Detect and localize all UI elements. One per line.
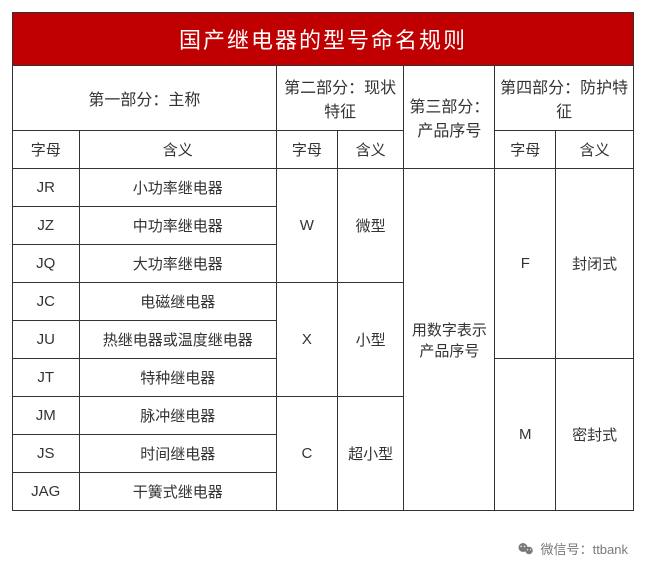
section4-col-letter: 字母: [495, 131, 556, 169]
part1-letter: JS: [13, 435, 80, 473]
section1-col-meaning: 含义: [79, 131, 276, 169]
part3-content: 用数字表示产品序号: [404, 169, 495, 511]
section2-col-letter: 字母: [276, 131, 337, 169]
part1-letter: JM: [13, 397, 80, 435]
section4-header: 第四部分：防护特征: [495, 66, 634, 131]
part2-letter: C: [276, 397, 337, 511]
footer-watermark: 微信号：ttbank: [517, 539, 628, 558]
section1-header: 第一部分：主称: [13, 66, 277, 131]
part2-letter: W: [276, 169, 337, 283]
part1-letter: JZ: [13, 207, 80, 245]
relay-naming-table: 国产继电器的型号命名规则第一部分：主称第二部分：现状特征第三部分：产品序号第四部…: [12, 12, 634, 511]
section4-col-meaning: 含义: [556, 131, 634, 169]
part1-letter: JC: [13, 283, 80, 321]
part4-meaning: 封闭式: [556, 169, 634, 359]
part1-meaning: 干簧式继电器: [79, 473, 276, 511]
section1-col-letter: 字母: [13, 131, 80, 169]
part1-letter: JR: [13, 169, 80, 207]
part1-meaning: 大功率继电器: [79, 245, 276, 283]
table-title: 国产继电器的型号命名规则: [13, 13, 634, 66]
part2-meaning: 超小型: [337, 397, 404, 511]
part4-letter: F: [495, 169, 556, 359]
part1-letter: JT: [13, 359, 80, 397]
section2-col-meaning: 含义: [337, 131, 404, 169]
part1-meaning: 小功率继电器: [79, 169, 276, 207]
footer-label: 微信号：ttbank: [541, 539, 628, 558]
part2-meaning: 小型: [337, 283, 404, 397]
part1-meaning: 脉冲继电器: [79, 397, 276, 435]
part1-meaning: 中功率继电器: [79, 207, 276, 245]
part4-meaning: 密封式: [556, 359, 634, 511]
part2-meaning: 微型: [337, 169, 404, 283]
part1-letter: JQ: [13, 245, 80, 283]
part1-letter: JAG: [13, 473, 80, 511]
part1-meaning: 热继电器或温度继电器: [79, 321, 276, 359]
part4-letter: M: [495, 359, 556, 511]
part2-letter: X: [276, 283, 337, 397]
wechat-icon: [517, 540, 535, 558]
section2-header: 第二部分：现状特征: [276, 66, 404, 131]
part1-meaning: 特种继电器: [79, 359, 276, 397]
part1-meaning: 时间继电器: [79, 435, 276, 473]
part1-letter: JU: [13, 321, 80, 359]
section3-header: 第三部分：产品序号: [404, 66, 495, 169]
part1-meaning: 电磁继电器: [79, 283, 276, 321]
